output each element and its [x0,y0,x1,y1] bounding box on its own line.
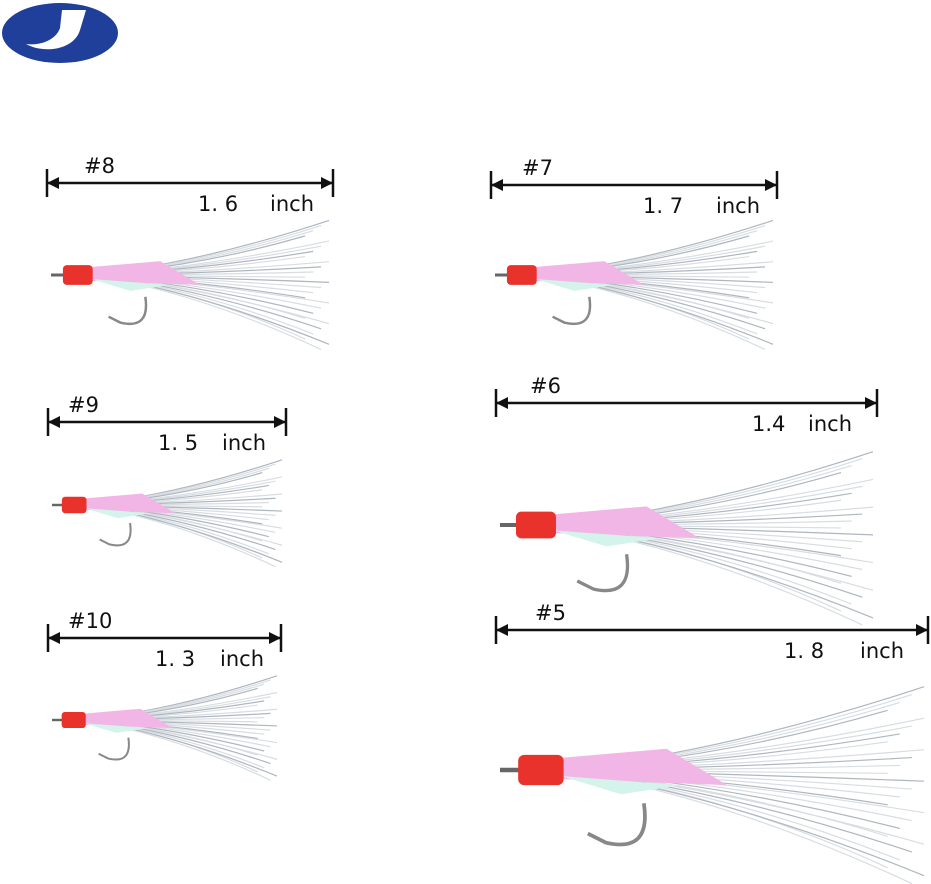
lure-skirt-light [553,530,660,547]
size-label: #5 [535,601,566,625]
size-label: #7 [522,156,553,180]
size-item: #9 1. 5 inch [46,393,288,568]
lure-hook [98,737,130,761]
lure-image [51,219,330,351]
lure-head [506,265,537,285]
unit-label: inch [716,194,760,218]
lure-image [500,451,874,626]
unit-label: inch [860,639,904,663]
size-item: #8 1. 6 inch [45,154,335,351]
unit-label: inch [270,192,314,216]
lure-head [515,511,556,539]
unit-label: inch [222,431,266,455]
lure-skirt [84,493,176,514]
lure-skirt [84,708,173,729]
length-label: 1. 8 [784,639,824,663]
size-label: #9 [68,393,99,417]
lure-skirt-light [84,508,151,519]
lure-skirt [553,506,700,539]
lure-image [500,686,925,884]
lure-image [52,459,283,568]
lure-skirt [560,748,728,786]
logo [2,3,118,63]
length-label: 1. 3 [155,647,195,671]
size-label: #8 [84,154,115,178]
lure-skirt [90,261,200,285]
lure-head [518,754,564,786]
lure-hook [552,296,592,326]
lure-hook [576,554,630,593]
lure-head [61,711,86,729]
lure-hook [99,522,132,547]
size-item: #7 1. 7 inch [489,156,779,351]
lure-skirt-light [84,723,149,733]
length-label: 1.4 [752,412,785,436]
length-label: 1. 7 [643,194,683,218]
size-item: #5 1. 8 inch [494,601,930,884]
lure-head [62,265,93,285]
length-label: 1. 5 [158,431,198,455]
lure-hook [108,296,148,326]
length-label: 1. 6 [198,192,238,216]
lure-skirt [534,261,644,285]
lure-image [495,219,774,351]
lure-head [61,496,87,514]
lure-image [52,675,278,781]
lure-skirt-light [90,278,171,291]
size-label: #10 [68,609,112,633]
lure-skirt-light [534,278,615,291]
lure-skirt-light [560,776,682,795]
lure-hook [586,803,647,847]
size-label: #6 [530,374,561,398]
size-item: #6 1.4 inch [494,374,879,626]
size-item: #10 1. 3 inch [46,609,283,781]
unit-label: inch [808,412,852,436]
unit-label: inch [220,647,264,671]
